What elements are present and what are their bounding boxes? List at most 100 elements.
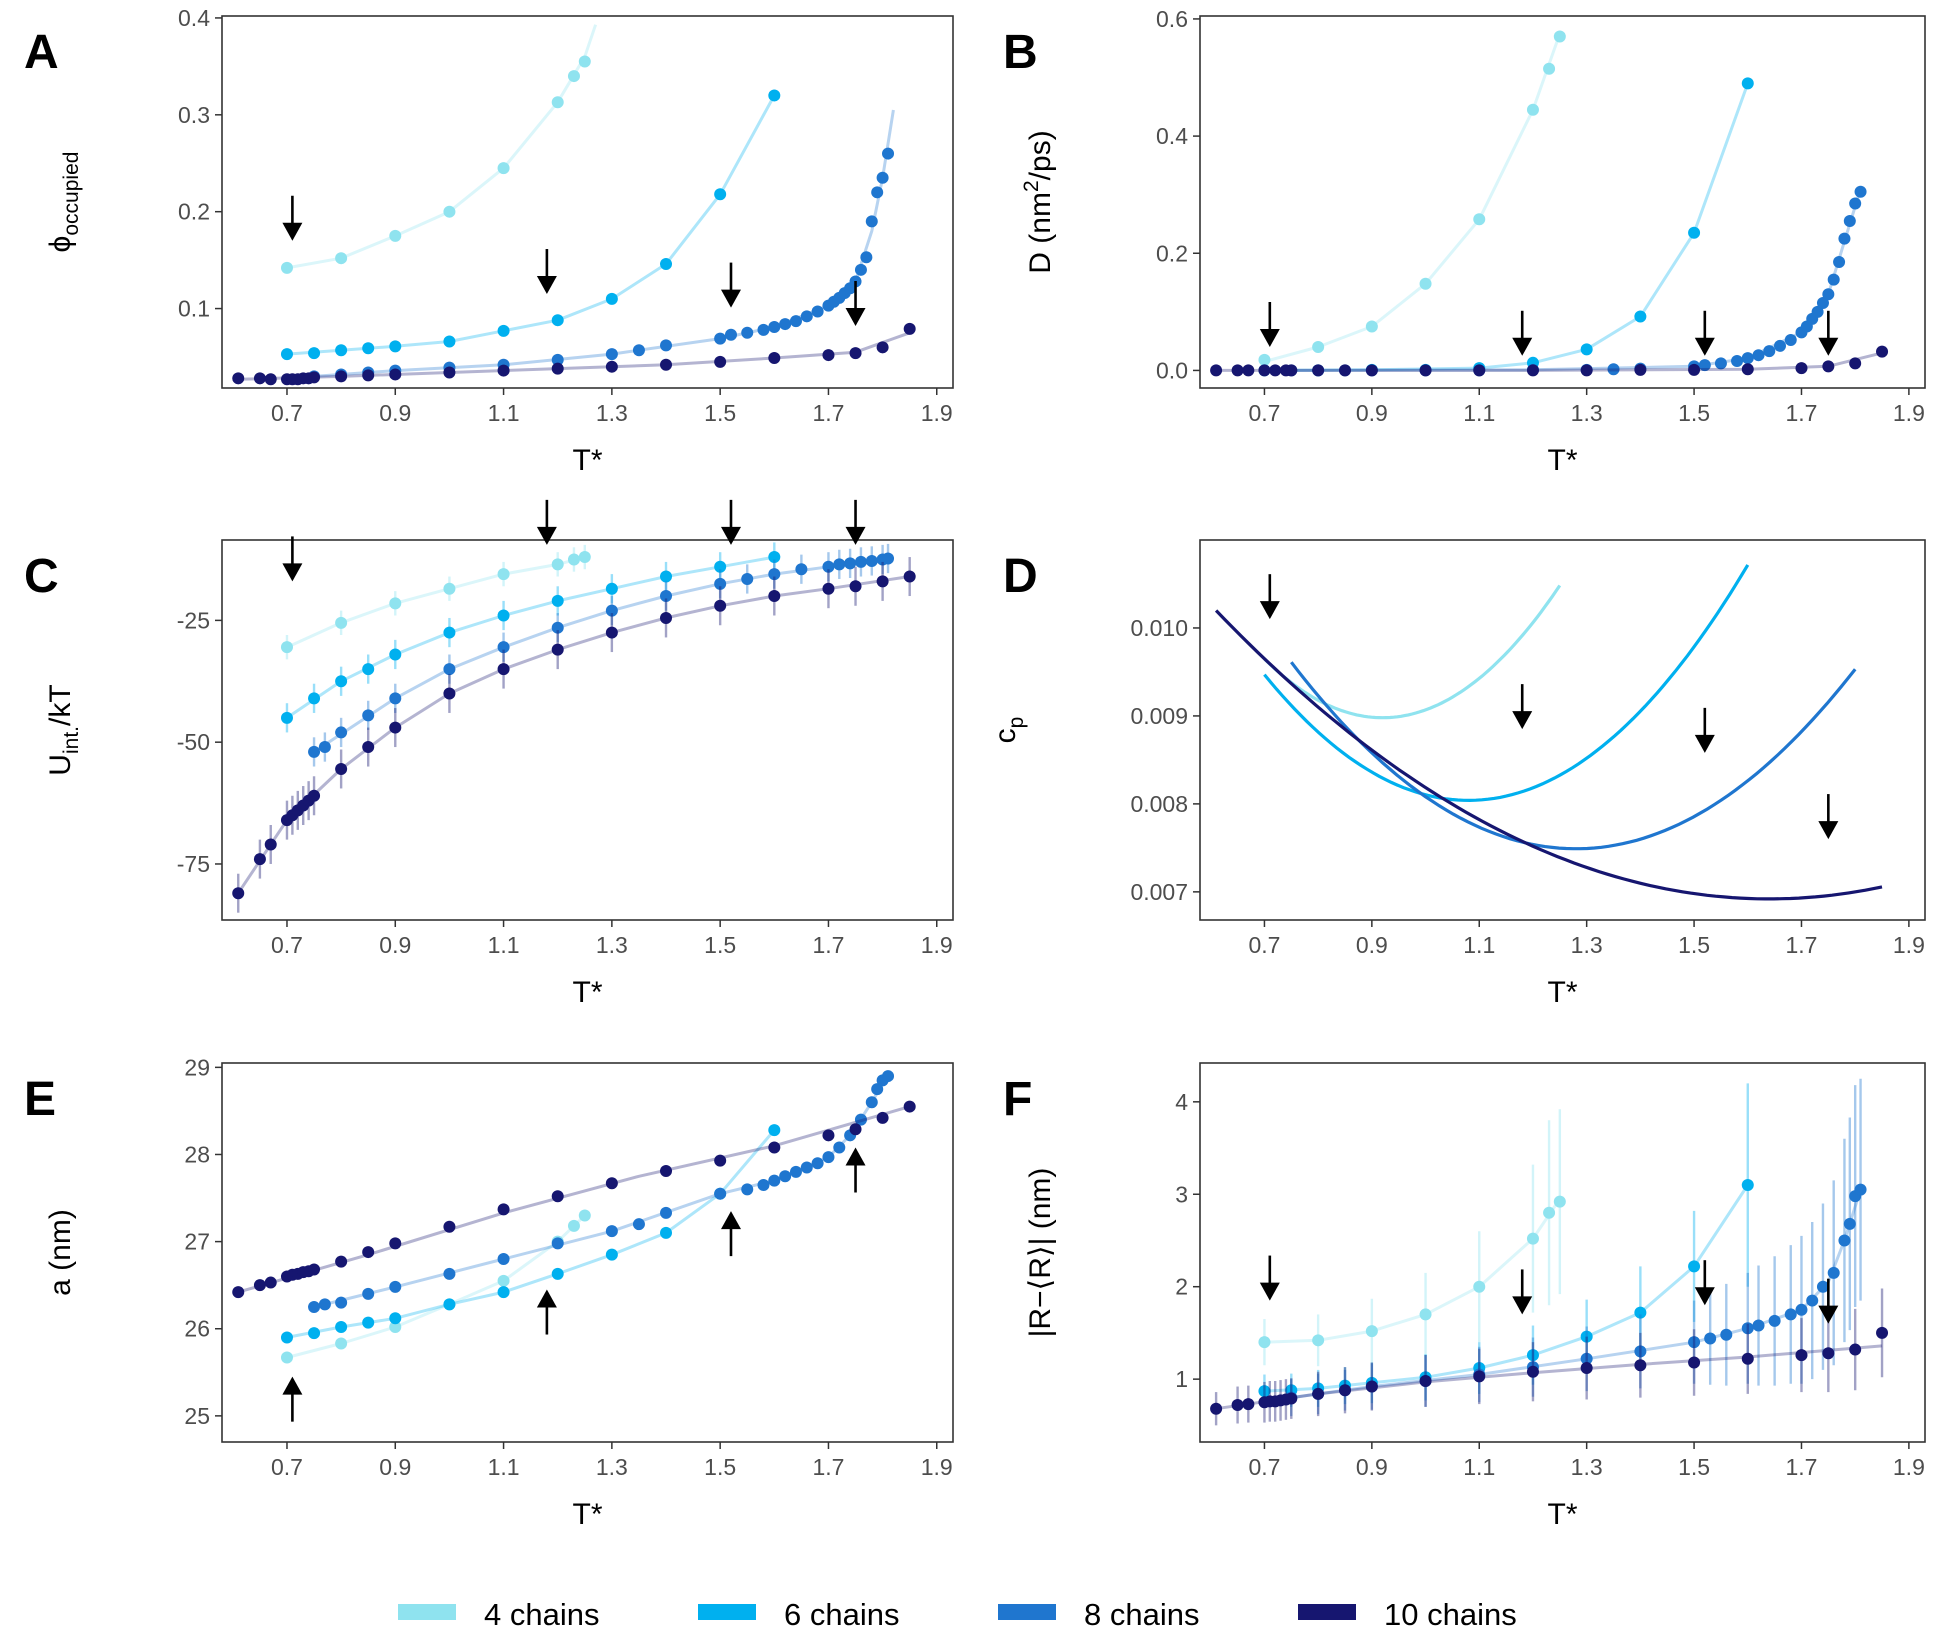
y-axis-title-sub: occupied: [60, 152, 83, 236]
x-tick-label: 1.3: [596, 932, 628, 958]
y-axis-title-main: D (nm: [1024, 192, 1057, 274]
x-tick-label: 1.9: [1893, 1454, 1925, 1480]
data-point: [335, 370, 348, 383]
data-point: [822, 349, 835, 362]
x-tick-label: 1.7: [812, 932, 844, 958]
panel-letter: D: [1003, 550, 1038, 603]
data-point: [280, 1351, 293, 1364]
y-tick-label: 0.4: [1156, 123, 1188, 149]
data-point: [389, 1280, 402, 1293]
data-point: [1419, 277, 1432, 290]
x-tick-label: 0.9: [379, 400, 411, 426]
data-point: [335, 675, 348, 688]
plot-border: [221, 1062, 954, 1443]
fit-curve: [1264, 1198, 1562, 1344]
data-point: [551, 353, 564, 366]
data-point: [1339, 364, 1351, 377]
data-point: [497, 324, 510, 337]
data-point: [1210, 364, 1223, 377]
data-point: [1688, 1356, 1701, 1369]
transition-arrow-3: [1694, 707, 1715, 753]
data-point: [822, 1151, 835, 1164]
data-point: [1688, 1260, 1701, 1273]
x-tick-label: 1.3: [1571, 1454, 1603, 1480]
y-axis-title: |R−⟨R⟩| (nm): [1024, 1168, 1057, 1338]
data-point: [1774, 339, 1786, 352]
data-point: [1838, 232, 1851, 245]
y-axis-title-sub: int.: [60, 726, 83, 754]
data-point: [443, 1267, 456, 1280]
data-point: [335, 1337, 348, 1350]
y-axis-title-tail: /kT: [44, 684, 77, 726]
data-point: [1741, 352, 1754, 365]
series-8-chains: [1290, 661, 1857, 851]
x-tick-label: 1.3: [596, 400, 628, 426]
data-point: [253, 1279, 266, 1292]
data-point: [871, 186, 884, 199]
panel-letter: E: [24, 1073, 56, 1126]
data-point: [1849, 1343, 1862, 1356]
y-axis-title: Uint./kT: [44, 684, 83, 775]
y-tick-label: 26: [184, 1316, 210, 1342]
data-point: [1365, 1380, 1378, 1393]
data-point: [1634, 363, 1647, 376]
y-tick-label: 27: [184, 1229, 210, 1255]
data-point: [822, 582, 835, 595]
data-point: [335, 344, 348, 357]
x-tick-label: 1.3: [1571, 932, 1603, 958]
data-point: [876, 575, 889, 588]
plot-area: [1210, 1078, 1889, 1426]
data-point: [1768, 1314, 1781, 1327]
data-point: [876, 341, 889, 354]
y-tick-label: 0.4: [178, 5, 210, 31]
data-point: [789, 315, 802, 328]
panel-f: 0.7 0.9 1.1 1.3 1.5 1.7 1.9 1 2 3 4 T* |R−⟨R⟩| (nm) F: [1003, 1062, 1926, 1531]
data-point: [1419, 1308, 1432, 1321]
panel-c: 0.7 0.9 1.1 1.3 1.5 1.7 1.9 -25 -50 -75 T* Uint./kT…: [24, 499, 954, 1009]
x-tick-label: 0.7: [1248, 932, 1280, 958]
data-point: [1419, 1374, 1432, 1387]
data-point: [757, 1178, 770, 1191]
data-point: [903, 570, 916, 583]
data-point: [1526, 1232, 1539, 1245]
data-point: [1526, 103, 1539, 116]
data-point: [578, 55, 591, 68]
series-4-chains: [1258, 1109, 1566, 1367]
x-tick-label: 1.7: [812, 400, 844, 426]
legend: 4 chains 6 chains 8 chains 10 chains: [398, 1597, 1517, 1632]
data-point: [551, 558, 564, 571]
transition-arrow-1: [282, 195, 303, 241]
data-point: [443, 687, 456, 700]
plot-area: [232, 24, 916, 386]
data-point: [849, 580, 862, 593]
data-point: [1849, 197, 1862, 210]
data-point: [1795, 1303, 1808, 1316]
transition-arrow-1: [1259, 301, 1280, 347]
series-6-chains: [1263, 564, 1750, 803]
data-point: [1741, 1179, 1754, 1192]
panel-letter: B: [1003, 26, 1038, 79]
data-point: [1312, 364, 1325, 377]
data-point: [1607, 363, 1620, 376]
data-point: [551, 314, 564, 327]
data-point: [551, 643, 564, 656]
data-point: [741, 572, 754, 585]
data-point: [1843, 1217, 1856, 1230]
series-8-chains: [308, 543, 895, 767]
fit-curve: [1264, 82, 1750, 372]
data-point: [443, 205, 456, 218]
data-point: [551, 96, 564, 109]
data-point: [318, 1298, 331, 1311]
series-6-chains: [1258, 77, 1754, 377]
x-tick-label: 1.9: [921, 1454, 953, 1480]
data-point: [1580, 1362, 1593, 1375]
data-point: [811, 305, 824, 318]
y-tick-label: 0.2: [1156, 240, 1188, 266]
transition-arrow-2: [1512, 1269, 1533, 1315]
data-point: [308, 1327, 321, 1340]
data-point: [1876, 345, 1889, 358]
data-point: [389, 721, 402, 734]
data-point: [335, 1320, 348, 1333]
data-point: [497, 364, 510, 377]
